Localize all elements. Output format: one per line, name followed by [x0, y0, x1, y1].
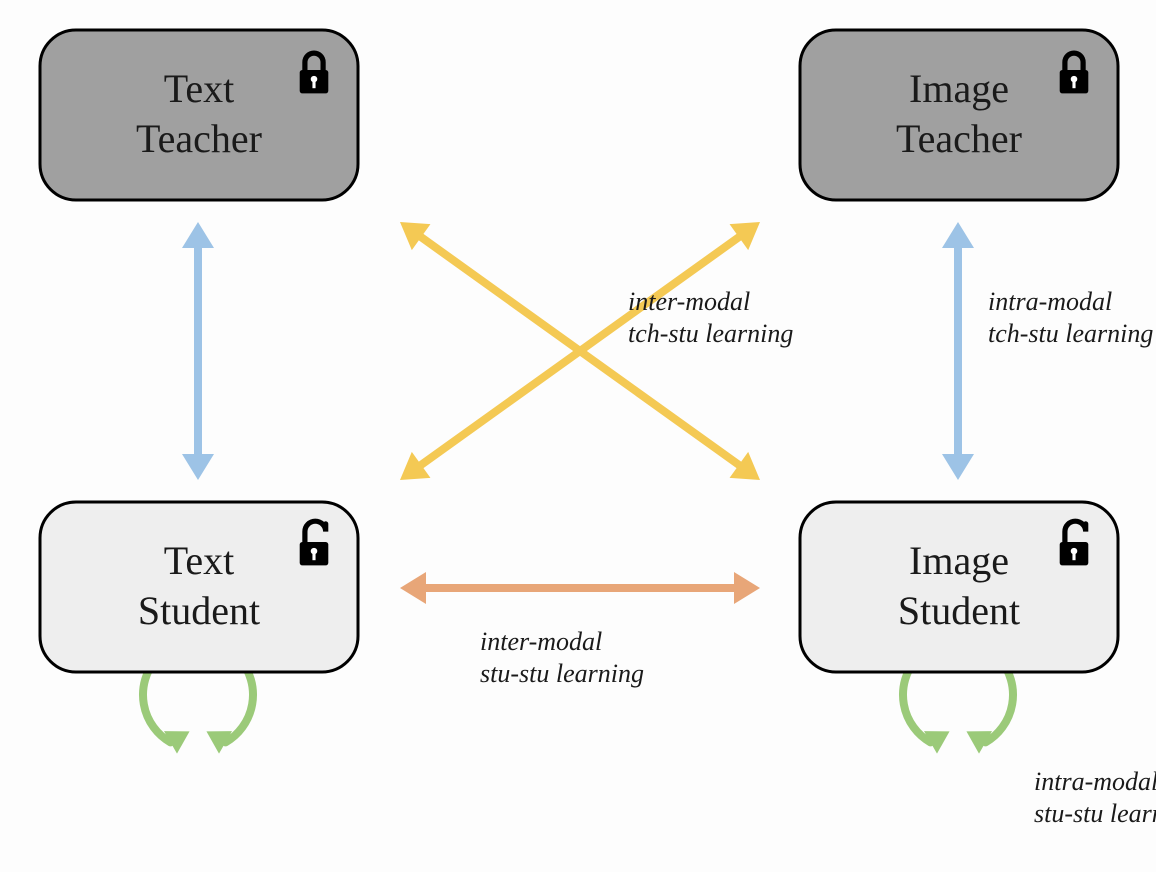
arrow: [942, 222, 974, 480]
node-image_teacher: Image Teacher: [800, 30, 1118, 200]
edge-label: stu-stu learning: [1034, 799, 1156, 828]
node-label: Text: [164, 66, 235, 111]
node-label: Student: [138, 588, 260, 633]
edge-label: inter-modal: [628, 287, 750, 316]
edge-label: tch-stu learning: [628, 319, 793, 348]
node-text_teacher: Text Teacher: [40, 30, 358, 200]
node-label: Student: [898, 588, 1020, 633]
edge-label: intra-modal: [988, 287, 1112, 316]
node-text_student: Text Student: [40, 502, 358, 672]
edge-label: intra-modal: [1034, 767, 1156, 796]
edge-label: inter-modal: [480, 627, 602, 656]
node-label: Text: [164, 538, 235, 583]
node-label: Teacher: [136, 116, 262, 161]
edge-label: stu-stu learning: [480, 659, 644, 688]
arrow: [400, 572, 760, 604]
node-label: Teacher: [896, 116, 1022, 161]
node-label: Image: [909, 66, 1009, 111]
node-image_student: Image Student: [800, 502, 1118, 672]
node-label: Image: [909, 538, 1009, 583]
arrow: [182, 222, 214, 480]
edge-label: tch-stu learning: [988, 319, 1153, 348]
